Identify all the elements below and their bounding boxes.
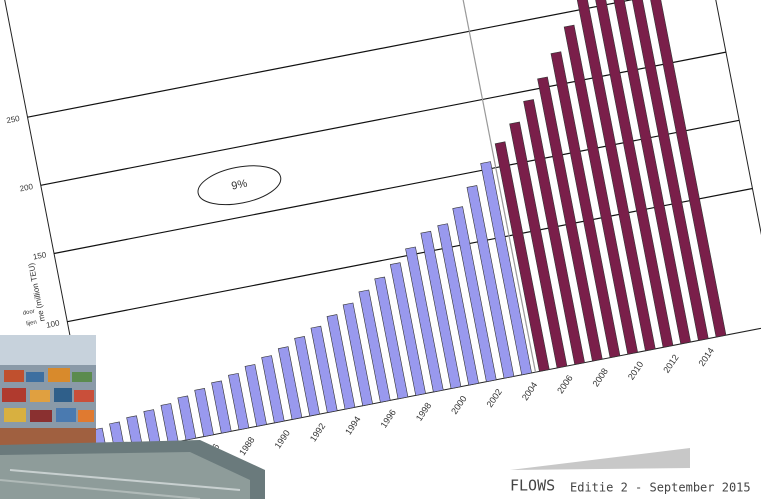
bar — [563, 24, 638, 355]
y-tick-label: 100 — [45, 318, 60, 329]
bar — [523, 99, 585, 365]
x-tick-label: 2008 — [591, 366, 610, 388]
bar — [194, 388, 214, 437]
bar — [420, 230, 462, 389]
x-tick-label: 2014 — [697, 346, 716, 368]
x-tick-label: 1992 — [308, 421, 327, 443]
bar — [405, 246, 444, 393]
bar — [342, 302, 373, 407]
bar — [452, 206, 497, 383]
annotation: lijen — [26, 320, 38, 328]
x-tick-label: 1990 — [272, 428, 291, 450]
annotation-ring — [197, 165, 282, 206]
bar — [437, 223, 479, 386]
paper-shade — [510, 448, 690, 470]
bar — [177, 395, 197, 441]
bar — [358, 289, 391, 403]
forecast-divider — [439, 0, 537, 373]
bar — [244, 364, 267, 427]
x-tick-label: 2004 — [520, 380, 539, 402]
bar — [550, 51, 621, 359]
bar — [277, 346, 303, 420]
x-tick-label: 1988 — [237, 435, 256, 457]
y-tick-label: 150 — [32, 250, 47, 261]
x-tick-label: 2006 — [555, 373, 574, 395]
footer-edition: Editie 2 - September 2015 — [570, 481, 751, 495]
bar — [294, 336, 320, 417]
bar — [624, 0, 727, 338]
bar — [509, 121, 568, 369]
bar — [326, 314, 356, 410]
y-tick-label: 250 — [6, 114, 21, 125]
bar — [612, 0, 709, 341]
x-tick-label: 1994 — [343, 414, 362, 436]
bar — [261, 355, 285, 424]
container-photo — [0, 335, 265, 499]
bar — [160, 403, 179, 444]
bar — [537, 76, 603, 362]
y-tick-label: 200 — [19, 182, 34, 193]
bar — [466, 185, 515, 379]
bar — [576, 0, 656, 352]
annotation: door — [22, 309, 35, 317]
x-tick-label: 2002 — [485, 387, 504, 409]
annotation: 9% — [230, 178, 248, 193]
x-tick-label: 2012 — [661, 353, 680, 375]
bar — [480, 161, 532, 376]
bar — [374, 276, 409, 400]
bar — [494, 141, 550, 372]
bar — [601, 0, 691, 345]
bar — [228, 372, 250, 431]
bar — [211, 380, 232, 434]
bar — [389, 262, 426, 396]
footer-brand: FLOWS — [510, 477, 555, 495]
bar — [310, 325, 338, 413]
x-tick-label: 1996 — [378, 408, 397, 430]
x-tick-label: 1998 — [414, 401, 433, 423]
x-tick-label: 2000 — [449, 394, 468, 416]
x-tick-label: 2010 — [626, 359, 645, 381]
bar — [589, 0, 674, 348]
